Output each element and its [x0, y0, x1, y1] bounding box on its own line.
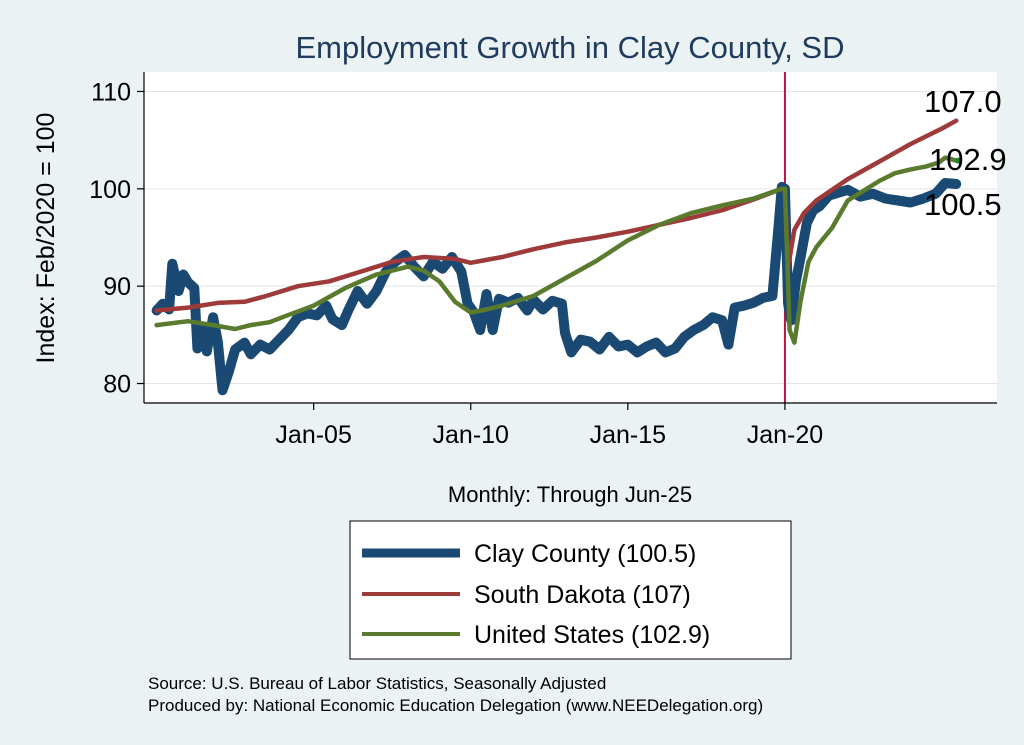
plot-area: [143, 72, 997, 404]
x-axis-ticks: Jan-05 Jan-10 Jan-15 Jan-20: [275, 403, 823, 449]
y-axis-ticks: 80 90 100 110: [89, 78, 144, 399]
x-tick-label-jan-15: Jan-15: [590, 421, 666, 449]
legend-label-united-states: United States (102.9): [474, 621, 710, 649]
end-label-united-states: 102.9: [929, 142, 1007, 177]
y-tick-label-110: 110: [91, 78, 131, 106]
series-line-south-dakota: [154, 118, 959, 313]
x-tick-label-jan-20: Jan-20: [747, 421, 823, 449]
legend-label-south-dakota: South Dakota (107): [474, 581, 691, 609]
series-line-clay-county: [151, 178, 962, 396]
legend: Clay County (100.5) South Dakota (107) U…: [349, 520, 792, 660]
produced-by-note: Produced by: National Economic Education…: [148, 696, 763, 715]
y-tick-label-80: 80: [103, 371, 131, 399]
series-line-united-states: [154, 155, 959, 345]
series-end-marker-united-states: [955, 157, 962, 164]
end-labels: 100.5 107.0 102.9: [924, 84, 1007, 222]
end-label-south-dakota: 107.0: [924, 84, 1002, 119]
x-tick-label-jan-10: Jan-10: [433, 421, 509, 449]
x-axis-title: Monthly: Through Jun-25: [448, 482, 692, 507]
y-tick-label-100: 100: [89, 176, 131, 204]
end-label-clay-county: 100.5: [924, 187, 1002, 222]
y-tick-label-90: 90: [103, 273, 131, 301]
y-axis-title: Index: Feb/2020 = 100: [32, 113, 60, 364]
x-tick-label-jan-05: Jan-05: [275, 421, 351, 449]
series-layer: [151, 118, 962, 396]
source-note: Source: U.S. Bureau of Labor Statistics,…: [148, 674, 606, 693]
legend-label-clay-county: Clay County (100.5): [474, 540, 696, 568]
chart-title: Employment Growth in Clay County, SD: [295, 30, 844, 65]
